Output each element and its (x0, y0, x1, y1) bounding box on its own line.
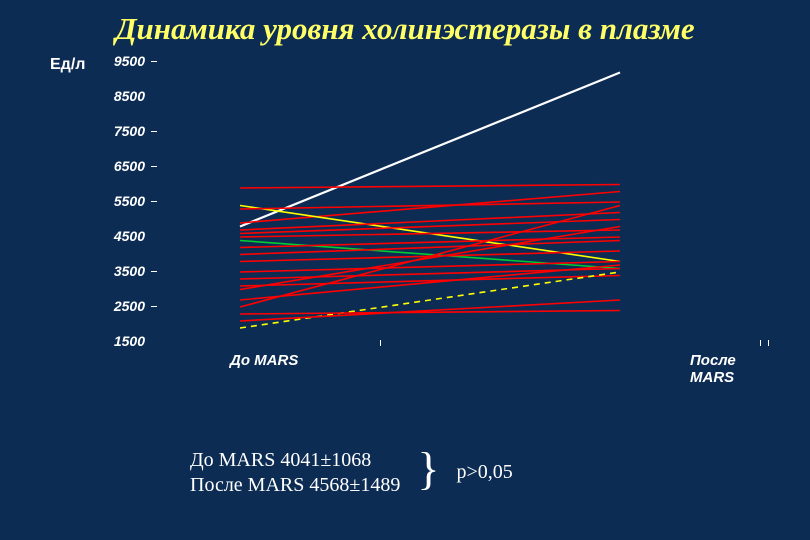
x-tick (768, 340, 769, 346)
stats-footer: До MARS 4041±1068 После MARS 4568±1489 }… (190, 448, 513, 498)
x-label-before: До MARS (230, 352, 298, 369)
series-line (240, 185, 620, 189)
stat-after: После MARS 4568±1489 (190, 474, 400, 496)
y-tick: 5500 (105, 193, 145, 209)
y-tick: 1500 (105, 333, 145, 349)
y-tick: 3500 (105, 263, 145, 279)
y-tick: 4500 (105, 228, 145, 244)
y-tick: 6500 (105, 158, 145, 174)
x-label-after: После MARS (690, 352, 780, 386)
y-tick: 8500 (105, 88, 145, 104)
y-tick: 9500 (105, 53, 145, 69)
y-axis-label: Ед/л (50, 56, 85, 74)
p-value: p>0,05 (456, 460, 512, 485)
slide-title: Динамика уровня холинэстеразы в плазме (0, 0, 810, 46)
y-tick: 7500 (105, 123, 145, 139)
x-tick (760, 340, 761, 346)
series-line (240, 241, 620, 269)
stat-before: До MARS 4041±1068 (190, 449, 371, 471)
x-tick (380, 340, 381, 346)
line-plot (160, 62, 770, 342)
brace-icon: } (417, 446, 439, 492)
y-tick: 2500 (105, 298, 145, 314)
chart-area: Ед/л 9500 8500 7500 6500 5500 4500 3500 2500 150… (50, 54, 780, 374)
